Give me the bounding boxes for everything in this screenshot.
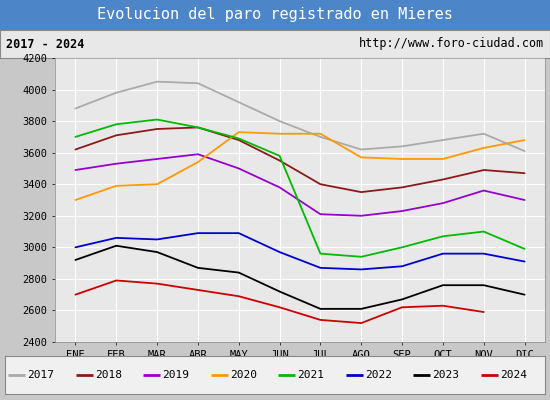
Text: Evolucion del paro registrado en Mieres: Evolucion del paro registrado en Mieres xyxy=(97,8,453,22)
Text: 2019: 2019 xyxy=(162,370,189,380)
Text: 2023: 2023 xyxy=(432,370,459,380)
Text: 2017 - 2024: 2017 - 2024 xyxy=(6,38,84,50)
Text: 2024: 2024 xyxy=(500,370,527,380)
Text: 2020: 2020 xyxy=(230,370,257,380)
Text: 2017: 2017 xyxy=(28,370,54,380)
Text: http://www.foro-ciudad.com: http://www.foro-ciudad.com xyxy=(359,38,544,50)
Text: 2021: 2021 xyxy=(297,370,324,380)
Text: 2018: 2018 xyxy=(95,370,122,380)
Text: 2022: 2022 xyxy=(365,370,392,380)
